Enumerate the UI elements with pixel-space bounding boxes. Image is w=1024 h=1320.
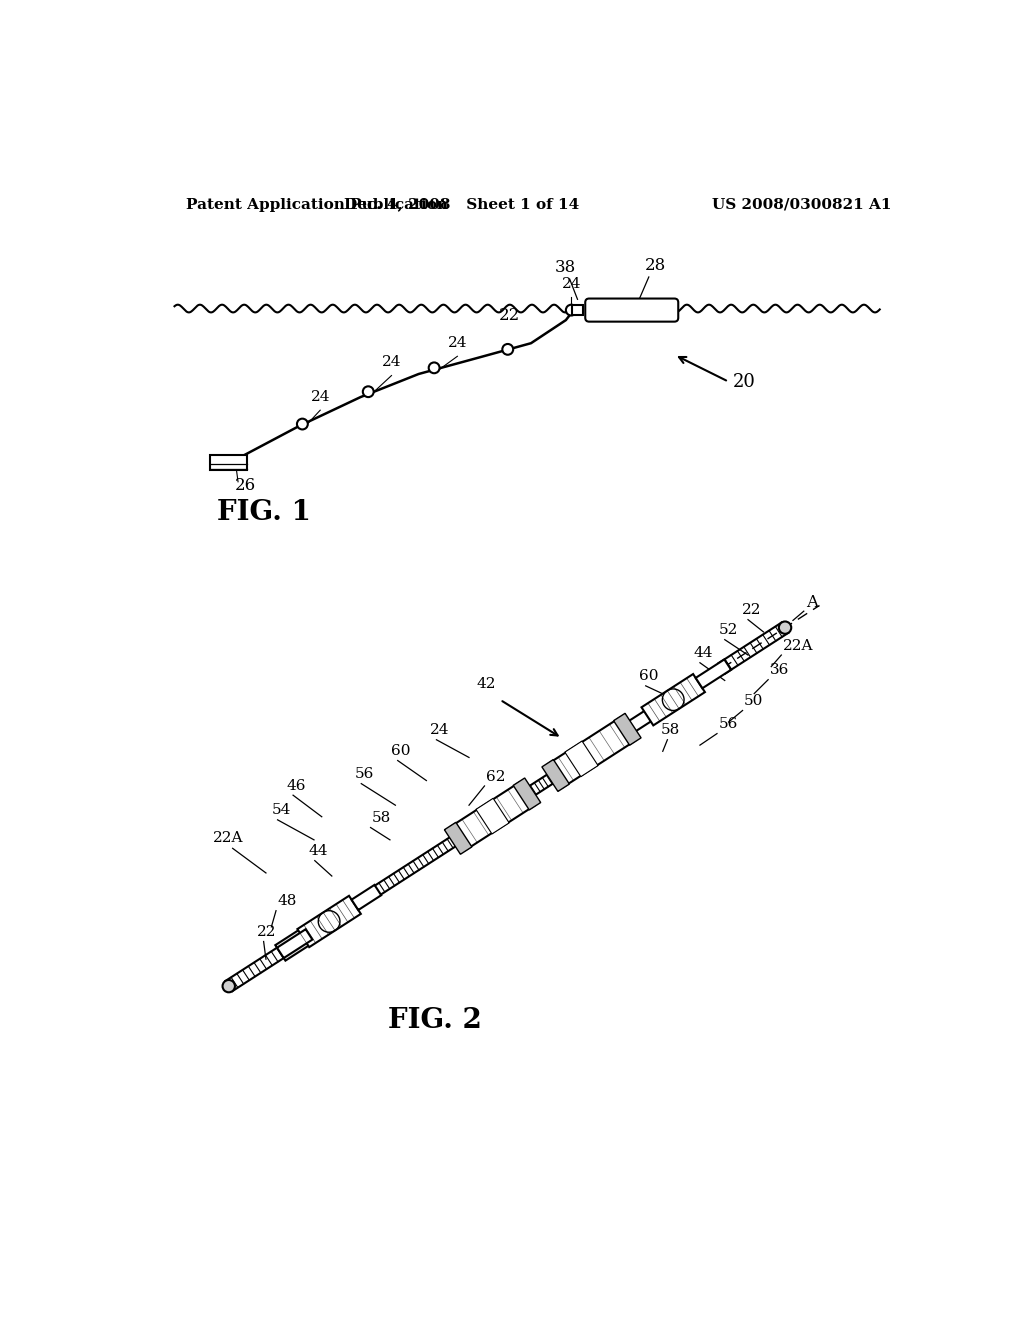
Polygon shape [476,799,509,834]
Text: 52: 52 [719,623,738,638]
Text: 24: 24 [430,723,450,738]
Polygon shape [641,675,705,726]
Polygon shape [513,777,541,810]
Circle shape [503,345,513,355]
Text: 44: 44 [308,845,328,858]
Ellipse shape [222,979,234,993]
Text: 54: 54 [271,804,291,817]
Text: 22A: 22A [783,639,813,652]
Ellipse shape [779,622,792,634]
Text: 48: 48 [278,895,297,908]
Polygon shape [276,929,312,958]
Text: 24: 24 [447,337,467,350]
Text: FIG. 1: FIG. 1 [217,499,311,527]
Polygon shape [351,884,381,909]
Polygon shape [451,783,535,850]
Text: 46: 46 [287,779,306,793]
Text: 26: 26 [236,477,256,494]
FancyBboxPatch shape [586,298,678,322]
Text: 22: 22 [499,308,520,325]
Text: 22: 22 [741,603,761,618]
Polygon shape [565,741,598,776]
Circle shape [297,418,308,429]
Text: 22A: 22A [213,832,244,845]
Text: Dec. 4, 2008   Sheet 1 of 14: Dec. 4, 2008 Sheet 1 of 14 [344,198,579,211]
Text: 62: 62 [486,770,506,784]
Text: FIG. 2: FIG. 2 [388,1007,481,1035]
Text: 58: 58 [372,810,391,825]
Text: 58: 58 [662,723,681,738]
Circle shape [566,305,577,315]
Text: 50: 50 [744,694,764,708]
Text: 38: 38 [555,259,577,276]
Text: 56: 56 [719,717,738,731]
Text: 56: 56 [355,767,375,781]
Text: 22: 22 [257,925,276,939]
Polygon shape [548,718,635,787]
Text: 28: 28 [644,257,666,275]
Text: 24: 24 [561,277,581,290]
Text: 24: 24 [382,355,401,370]
Circle shape [429,363,439,374]
Text: 60: 60 [391,744,411,758]
Circle shape [362,387,374,397]
Text: Patent Application Publication: Patent Application Publication [186,198,449,211]
Bar [572,305,583,315]
Polygon shape [542,759,569,792]
Bar [210,455,248,470]
Polygon shape [613,713,641,746]
Text: A: A [806,594,818,611]
Polygon shape [695,660,731,688]
Text: 20: 20 [732,374,756,391]
Text: US 2008/0300821 A1: US 2008/0300821 A1 [713,198,892,211]
Polygon shape [444,822,472,854]
Text: 42: 42 [477,677,497,692]
Text: 24: 24 [310,389,330,404]
Text: 36: 36 [770,664,790,677]
Text: 44: 44 [693,647,714,660]
Polygon shape [275,927,314,961]
Text: 60: 60 [640,669,659,684]
Polygon shape [297,896,360,948]
Polygon shape [624,708,656,735]
